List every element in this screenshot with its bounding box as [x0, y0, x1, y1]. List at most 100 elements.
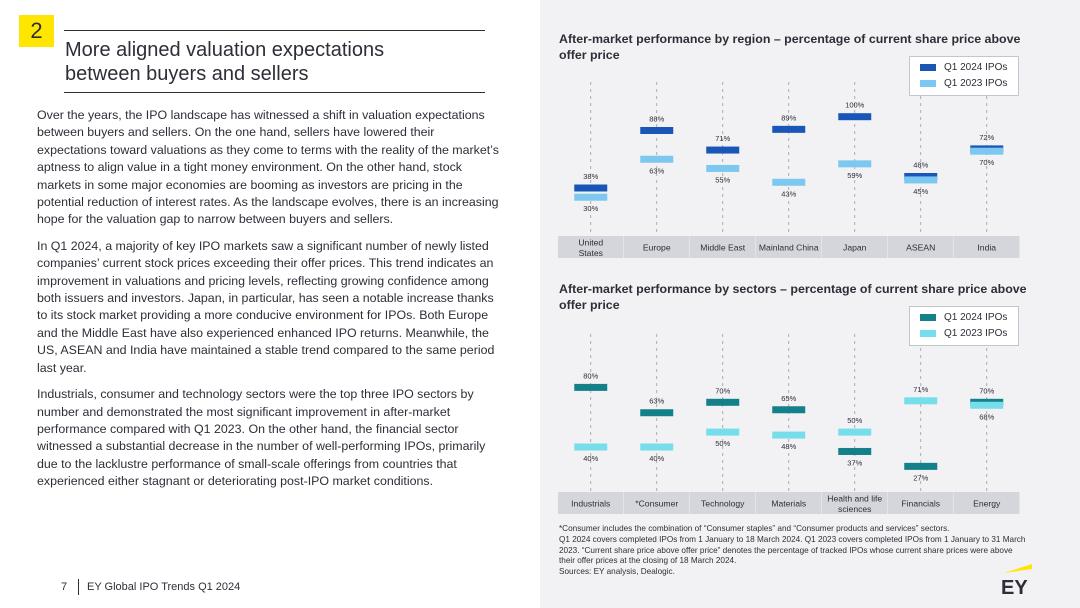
sector-marker-2023-health-and-life-sciences	[838, 428, 872, 436]
region-category-label-mainland-china: Mainland China	[759, 243, 819, 253]
sector-value-label-2023-technology: 50%	[715, 439, 730, 448]
sector-legend: Q1 2024 IPOs Q1 2023 IPOs	[909, 306, 1019, 346]
sector-category-band-consumer	[624, 492, 690, 514]
sector-category-band-technology	[690, 492, 756, 514]
region-marker-2023-europe	[640, 155, 674, 163]
region-category-label-united-states: United States	[578, 238, 603, 259]
sector-category-label-industrials: Industrials	[571, 499, 610, 509]
footer-separator	[78, 579, 79, 595]
sector-marker-2024-materials	[772, 406, 806, 414]
region-category-band-asean	[888, 236, 954, 258]
region-category-band-mainland-china	[756, 236, 822, 258]
region-legend: Q1 2024 IPOs Q1 2023 IPOs	[909, 56, 1019, 96]
page-title: More aligned valuation expectations betw…	[65, 38, 485, 86]
region-value-label-2024-asean: 48%	[913, 161, 928, 170]
region-value-label-2024-india: 72%	[979, 133, 994, 142]
region-category-label-line: United	[578, 238, 603, 248]
text-panel: 2 More aligned valuation expectations be…	[19, 15, 499, 595]
paragraph-3: Industrials, consumer and technology sec…	[37, 387, 486, 489]
sector-marker-2023-technology	[706, 428, 740, 436]
region-marker-2024-middle-east	[706, 146, 740, 154]
region-value-label-2024-japan: 100%	[845, 101, 865, 110]
footer-title: EY Global IPO Trends Q1 2024	[87, 581, 241, 593]
ey-logo-accent	[1004, 564, 1032, 573]
sector-value-label-2023-materials: 48%	[781, 442, 796, 451]
sector-legend-item-2023: Q1 2023 IPOs	[920, 327, 1007, 341]
region-category-band-japan	[822, 236, 888, 258]
region-marker-2024-japan	[838, 113, 872, 121]
region-legend-item-2023: Q1 2023 IPOs	[920, 77, 1007, 91]
region-marker-2024-mainland-china	[772, 125, 806, 133]
sector-category-band-health-and-life-sciences	[822, 492, 888, 514]
sector-legend-swatch-2024	[920, 313, 936, 321]
sector-marker-2023-energy	[970, 401, 1004, 409]
region-legend-item-2024: Q1 2024 IPOs	[920, 61, 1007, 75]
sector-marker-2023-financials	[904, 397, 938, 405]
region-legend-swatch-2024	[920, 63, 936, 71]
region-marker-2024-europe	[640, 127, 674, 134]
sector-legend-swatch-2023	[920, 329, 936, 337]
region-chart: United States 38% 30% Europe 88% 63% Middle Eas…	[558, 82, 1020, 259]
region-value-label-2023-europe: 63%	[649, 166, 664, 175]
section-number-badge: 2	[19, 15, 54, 47]
footer-page-number: 7	[61, 581, 68, 593]
region-value-label-2024-united-states: 38%	[583, 172, 598, 181]
sector-category-label-line: sciences	[838, 504, 871, 514]
region-marker-2023-india	[970, 147, 1004, 155]
region-legend-swatch-2023	[920, 79, 936, 87]
charts-panel: After-market performance by region – per…	[540, 0, 1080, 608]
sector-marker-2023-consumer	[640, 443, 674, 451]
paragraph-2: In Q1 2024, a majority of key IPO market…	[37, 238, 495, 375]
sector-category-label-energy: Energy	[973, 499, 1001, 509]
region-category-band-united-states	[558, 236, 624, 258]
region-category-label-line: States	[579, 248, 603, 258]
region-chart-title: After-market performance by region – per…	[559, 32, 1021, 62]
page-title-line-2: between buyers and sellers	[65, 63, 309, 85]
region-value-label-2024-europe: 88%	[649, 115, 664, 124]
sector-marker-2024-industrials	[574, 383, 608, 391]
region-marker-2023-japan	[838, 160, 872, 168]
sector-marker-2023-materials	[772, 431, 806, 439]
sector-marker-2024-consumer	[640, 409, 674, 417]
region-value-label-2023-middle-east: 55%	[715, 175, 730, 184]
sector-value-label-2024-industrials: 80%	[583, 371, 598, 380]
note-coverage: Q1 2024 covers completed IPOs from 1 Jan…	[559, 534, 1026, 566]
region-category-label-japan: Japan	[843, 243, 867, 253]
sector-value-label-2023-industrials: 40%	[583, 454, 598, 463]
sector-value-label-2023-financials: 71%	[913, 385, 928, 394]
sector-value-label-2024-energy: 70%	[979, 386, 994, 395]
region-category-band-europe	[624, 236, 690, 258]
sector-category-label-consumer: *Consumer	[635, 499, 678, 509]
region-value-label-2024-mainland-china: 89%	[781, 113, 796, 122]
region-category-label-india: India	[977, 243, 996, 253]
sector-value-label-2024-consumer: 63%	[649, 397, 664, 406]
region-category-band-middle-east	[690, 236, 756, 258]
paragraph-1: Over the years, the IPO landscape has wi…	[37, 108, 499, 227]
body-text: Over the years, the IPO landscape has wi…	[37, 107, 499, 500]
region-marker-2024-united-states	[574, 184, 608, 192]
note-consumer: *Consumer includes the combination of “C…	[559, 524, 950, 533]
sector-value-label-2024-materials: 65%	[781, 394, 796, 403]
region-marker-2023-asean	[904, 176, 938, 184]
title-bottom-rule	[64, 92, 485, 93]
sector-legend-item-2024: Q1 2024 IPOs	[920, 311, 1007, 325]
sector-category-label-technology: Technology	[701, 499, 745, 509]
region-value-label-2024-middle-east: 71%	[715, 134, 730, 143]
sector-value-label-2024-health-and-life-sciences: 37%	[847, 458, 862, 467]
region-legend-label-2024: Q1 2024 IPOs	[944, 62, 1008, 73]
ey-logo-text: EY	[1001, 577, 1028, 596]
sector-value-label-2024-technology: 70%	[715, 386, 730, 395]
sector-chart-title: After-market performance by sectors – pe…	[559, 282, 1027, 312]
sector-category-band-industrials	[558, 492, 624, 514]
sector-category-label-health-and-life-sciences: Health and life sciences	[827, 494, 882, 515]
sector-chart: Industrials 80% 40% *Consumer 63% 40% Technolo…	[558, 334, 1020, 515]
region-category-label-middle-east: Middle East	[700, 243, 746, 253]
region-marker-2023-mainland-china	[772, 178, 806, 186]
sector-category-band-financials	[888, 492, 954, 514]
sector-value-label-2023-health-and-life-sciences: 50%	[847, 416, 862, 425]
region-marker-2023-middle-east	[706, 164, 740, 172]
sector-category-label-materials: Materials	[771, 499, 806, 509]
region-marker-2023-united-states	[574, 193, 608, 201]
region-value-label-2023-japan: 59%	[847, 171, 862, 180]
sector-marker-2024-financials	[904, 462, 938, 470]
